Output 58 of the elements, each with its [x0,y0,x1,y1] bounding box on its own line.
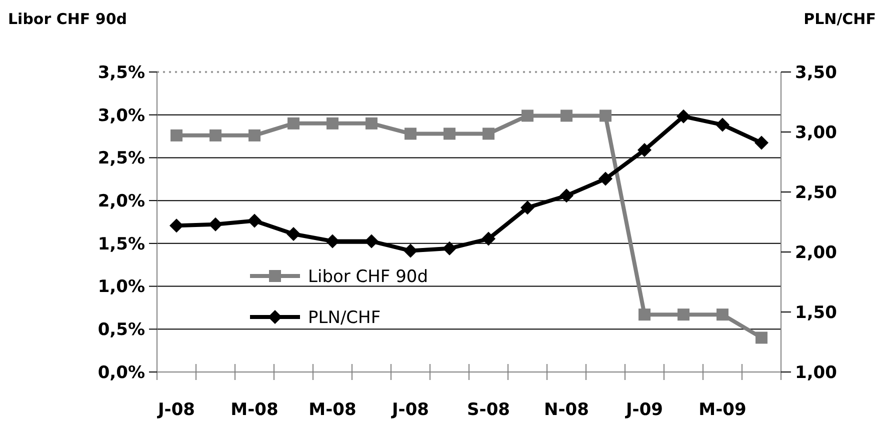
y2-axis-title: PLN/CHF [804,10,876,28]
x-tick-label: M-08 [308,400,356,420]
y2-tick-label: 3,00 [795,122,838,143]
y-tick-label: 1,0% [98,277,145,298]
point [716,118,730,132]
y-tick-label: 2,5% [98,148,145,169]
legend-label: Libor CHF 90d [308,266,428,287]
point [208,217,222,232]
point [678,308,690,321]
point [366,117,378,130]
x-tick-label: J-08 [156,400,196,420]
legend-label: PLN/CHF [308,308,381,328]
y-tick-label: 3,5% [98,62,145,83]
x-tick-label: M-08 [230,400,278,420]
point [560,188,574,203]
y-tick-label: 0,5% [98,320,145,340]
y-tick-label: 0,0% [98,362,145,383]
point [170,129,182,142]
point [210,129,222,142]
point [404,244,418,258]
point [598,172,612,186]
point [520,200,534,215]
point [248,129,260,142]
x-tick-label: J-08 [390,400,430,420]
point [600,110,612,122]
point [288,117,300,130]
x-tick-label: J-09 [624,400,664,420]
point [404,128,416,140]
point [676,109,690,124]
y-tick-label: 3,0% [98,106,145,126]
point [326,234,340,248]
point [248,214,262,228]
point [638,308,650,321]
point [286,227,300,241]
y-axis-title: Libor CHF 90d [8,10,128,28]
point [326,117,338,130]
point [170,218,184,233]
y2-tick-label: 1,00 [795,362,838,383]
y-tick-label: 1,5% [98,234,145,254]
point [716,308,728,321]
point [444,128,456,140]
point [560,110,572,122]
x-tick-label: M-09 [698,400,746,420]
y2-tick-label: 1,50 [795,302,838,323]
point [754,136,768,150]
y-tick-label: 2,0% [98,192,145,212]
point [756,332,768,344]
point [522,110,534,122]
point [638,143,652,157]
x-tick-label: S-08 [467,400,510,420]
point [482,128,494,140]
y2-tick-label: 2,00 [795,242,838,263]
x-tick-label: N-08 [544,400,589,420]
point [442,241,456,256]
y2-tick-label: 2,50 [795,182,838,203]
point [364,234,378,248]
point [482,232,496,246]
y2-tick-label: 3,50 [795,62,838,83]
